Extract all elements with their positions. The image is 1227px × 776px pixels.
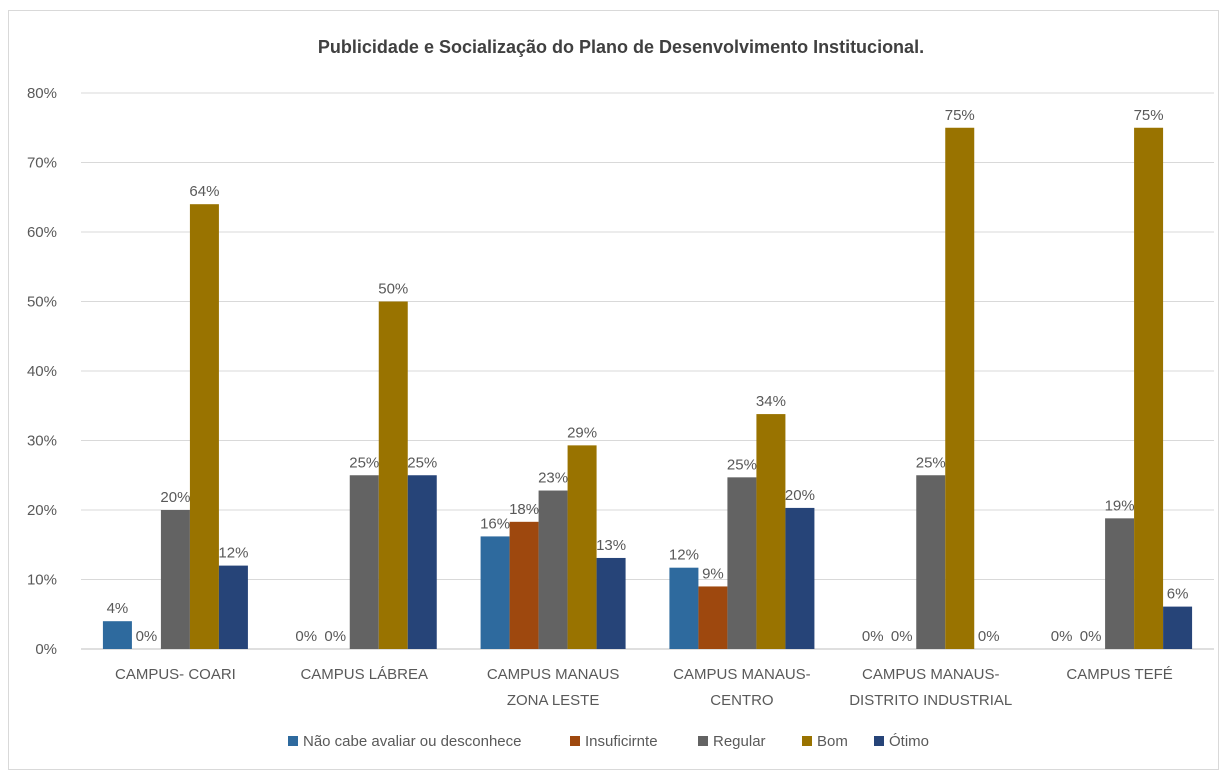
- bar: [698, 586, 728, 649]
- bar: [407, 475, 437, 649]
- data-label: 25%: [407, 454, 437, 471]
- x-category-label: CAMPUS MANAUS-: [673, 666, 811, 683]
- y-tick-label: 50%: [27, 294, 57, 311]
- data-label: 0%: [324, 628, 346, 645]
- data-label: 12%: [218, 545, 248, 562]
- data-label: 0%: [1080, 628, 1102, 645]
- legend: Não cabe avaliar ou desconhece Insuficirn…: [288, 733, 929, 750]
- chart-frame: Publicidade e Socialização do Plano de D…: [8, 10, 1219, 770]
- bar: [669, 567, 699, 649]
- legend-swatch: [698, 736, 708, 746]
- data-label: 75%: [945, 107, 975, 124]
- x-category-label: CAMPUS MANAUS-: [862, 666, 1000, 683]
- data-label: 0%: [295, 628, 317, 645]
- data-label: 4%: [107, 600, 129, 617]
- data-label: 0%: [1051, 628, 1073, 645]
- y-tick-label: 70%: [27, 155, 57, 172]
- data-label: 29%: [567, 424, 597, 441]
- data-label: 18%: [509, 501, 539, 518]
- bar: [378, 301, 408, 649]
- bar: [567, 445, 597, 649]
- bar: [480, 536, 510, 649]
- data-label: 13%: [596, 537, 626, 554]
- x-category-label: CAMPUS TEFÉ: [1066, 666, 1172, 683]
- x-category-label: ZONA LESTE: [507, 692, 600, 709]
- bar: [189, 204, 219, 649]
- bar: [1163, 606, 1193, 649]
- bar: [160, 510, 190, 649]
- bar: [1105, 518, 1135, 649]
- legend-swatch: [288, 736, 298, 746]
- data-label: 0%: [136, 628, 158, 645]
- x-category-label: CENTRO: [710, 692, 773, 709]
- x-category-label: DISTRITO INDUSTRIAL: [849, 692, 1012, 709]
- bar-chart: Publicidade e Socialização do Plano de D…: [27, 37, 1214, 750]
- bar: [945, 127, 975, 649]
- gridlines: [81, 92, 1214, 650]
- data-label: 0%: [891, 628, 913, 645]
- x-category-label: CAMPUS MANAUS: [487, 666, 620, 683]
- bar: [349, 475, 379, 649]
- y-tick-label: 60%: [27, 224, 57, 241]
- data-label: 50%: [378, 281, 408, 298]
- bar: [218, 565, 248, 649]
- data-label: 25%: [727, 456, 757, 473]
- data-labels: 4% 0% 20% 64% 12% 0% 0% 25% 50% 25% 16%18% 23% 29% 13…: [107, 107, 1189, 645]
- legend-entry: Regular: [713, 733, 766, 750]
- legend-entry: Não cabe avaliar ou desconhece: [303, 733, 521, 750]
- data-label: 25%: [916, 454, 946, 471]
- y-tick-label: 30%: [27, 433, 57, 450]
- bar: [916, 475, 946, 649]
- chart-title: Publicidade e Socialização do Plano de D…: [318, 37, 924, 57]
- y-tick-label: 20%: [27, 502, 57, 519]
- bar: [596, 557, 626, 649]
- data-label: 34%: [756, 393, 786, 410]
- legend-entry: Insuficirnte: [585, 733, 658, 750]
- x-category-label: CAMPUS LÁBREA: [300, 666, 428, 683]
- bar: [509, 521, 539, 649]
- bars: [102, 127, 1193, 649]
- data-label: 9%: [702, 565, 724, 582]
- y-tick-label: 80%: [27, 85, 57, 102]
- data-label: 20%: [785, 487, 815, 504]
- data-label: 0%: [862, 628, 884, 645]
- data-label: 20%: [160, 489, 190, 506]
- data-label: 0%: [978, 628, 1000, 645]
- bar: [727, 477, 757, 649]
- data-label: 23%: [538, 470, 568, 487]
- y-axis-ticks: 0% 10% 20% 30% 40% 50% 60% 70% 80%: [27, 85, 57, 658]
- y-tick-label: 10%: [27, 572, 57, 589]
- bar: [538, 490, 568, 649]
- bar: [785, 507, 815, 649]
- bar: [756, 414, 786, 649]
- y-tick-label: 0%: [35, 641, 57, 658]
- data-label: 12%: [669, 547, 699, 564]
- data-label: 25%: [349, 454, 379, 471]
- data-label: 6%: [1167, 586, 1189, 603]
- y-tick-label: 40%: [27, 363, 57, 380]
- x-axis-categories: CAMPUS- COARI CAMPUS LÁBREA CAMPUS MANAUS Z…: [115, 666, 1173, 709]
- legend-swatch: [802, 736, 812, 746]
- data-label: 19%: [1105, 497, 1135, 514]
- data-label: 64%: [189, 183, 219, 200]
- legend-entry: Ótimo: [889, 733, 929, 750]
- bar: [102, 621, 132, 649]
- legend-swatch: [874, 736, 884, 746]
- legend-swatch: [570, 736, 580, 746]
- data-label: 75%: [1134, 107, 1164, 124]
- bar: [1134, 127, 1164, 649]
- legend-entry: Bom: [817, 733, 848, 750]
- data-label: 16%: [480, 515, 510, 532]
- x-category-label: CAMPUS- COARI: [115, 666, 236, 683]
